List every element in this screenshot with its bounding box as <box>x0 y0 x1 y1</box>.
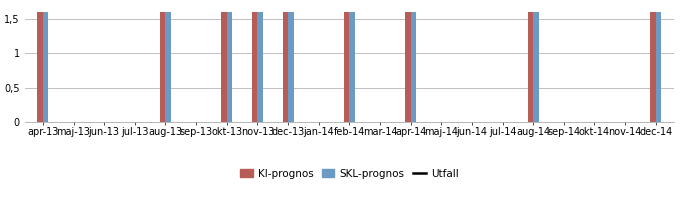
Bar <box>226 12 233 122</box>
Bar <box>405 12 411 122</box>
Bar <box>258 12 263 122</box>
Bar <box>533 12 539 122</box>
Bar <box>221 12 226 122</box>
Bar <box>160 12 165 122</box>
Bar <box>165 12 171 122</box>
Bar <box>288 12 294 122</box>
Bar <box>656 12 661 122</box>
Bar <box>528 12 533 122</box>
Bar <box>350 12 355 122</box>
Legend: KI-prognos, SKL-prognos, Utfall: KI-prognos, SKL-prognos, Utfall <box>236 165 462 183</box>
Bar <box>650 12 656 122</box>
Bar <box>282 12 288 122</box>
Bar <box>37 12 43 122</box>
Bar <box>43 12 48 122</box>
Bar <box>252 12 258 122</box>
Bar <box>411 12 416 122</box>
Bar <box>344 12 350 122</box>
